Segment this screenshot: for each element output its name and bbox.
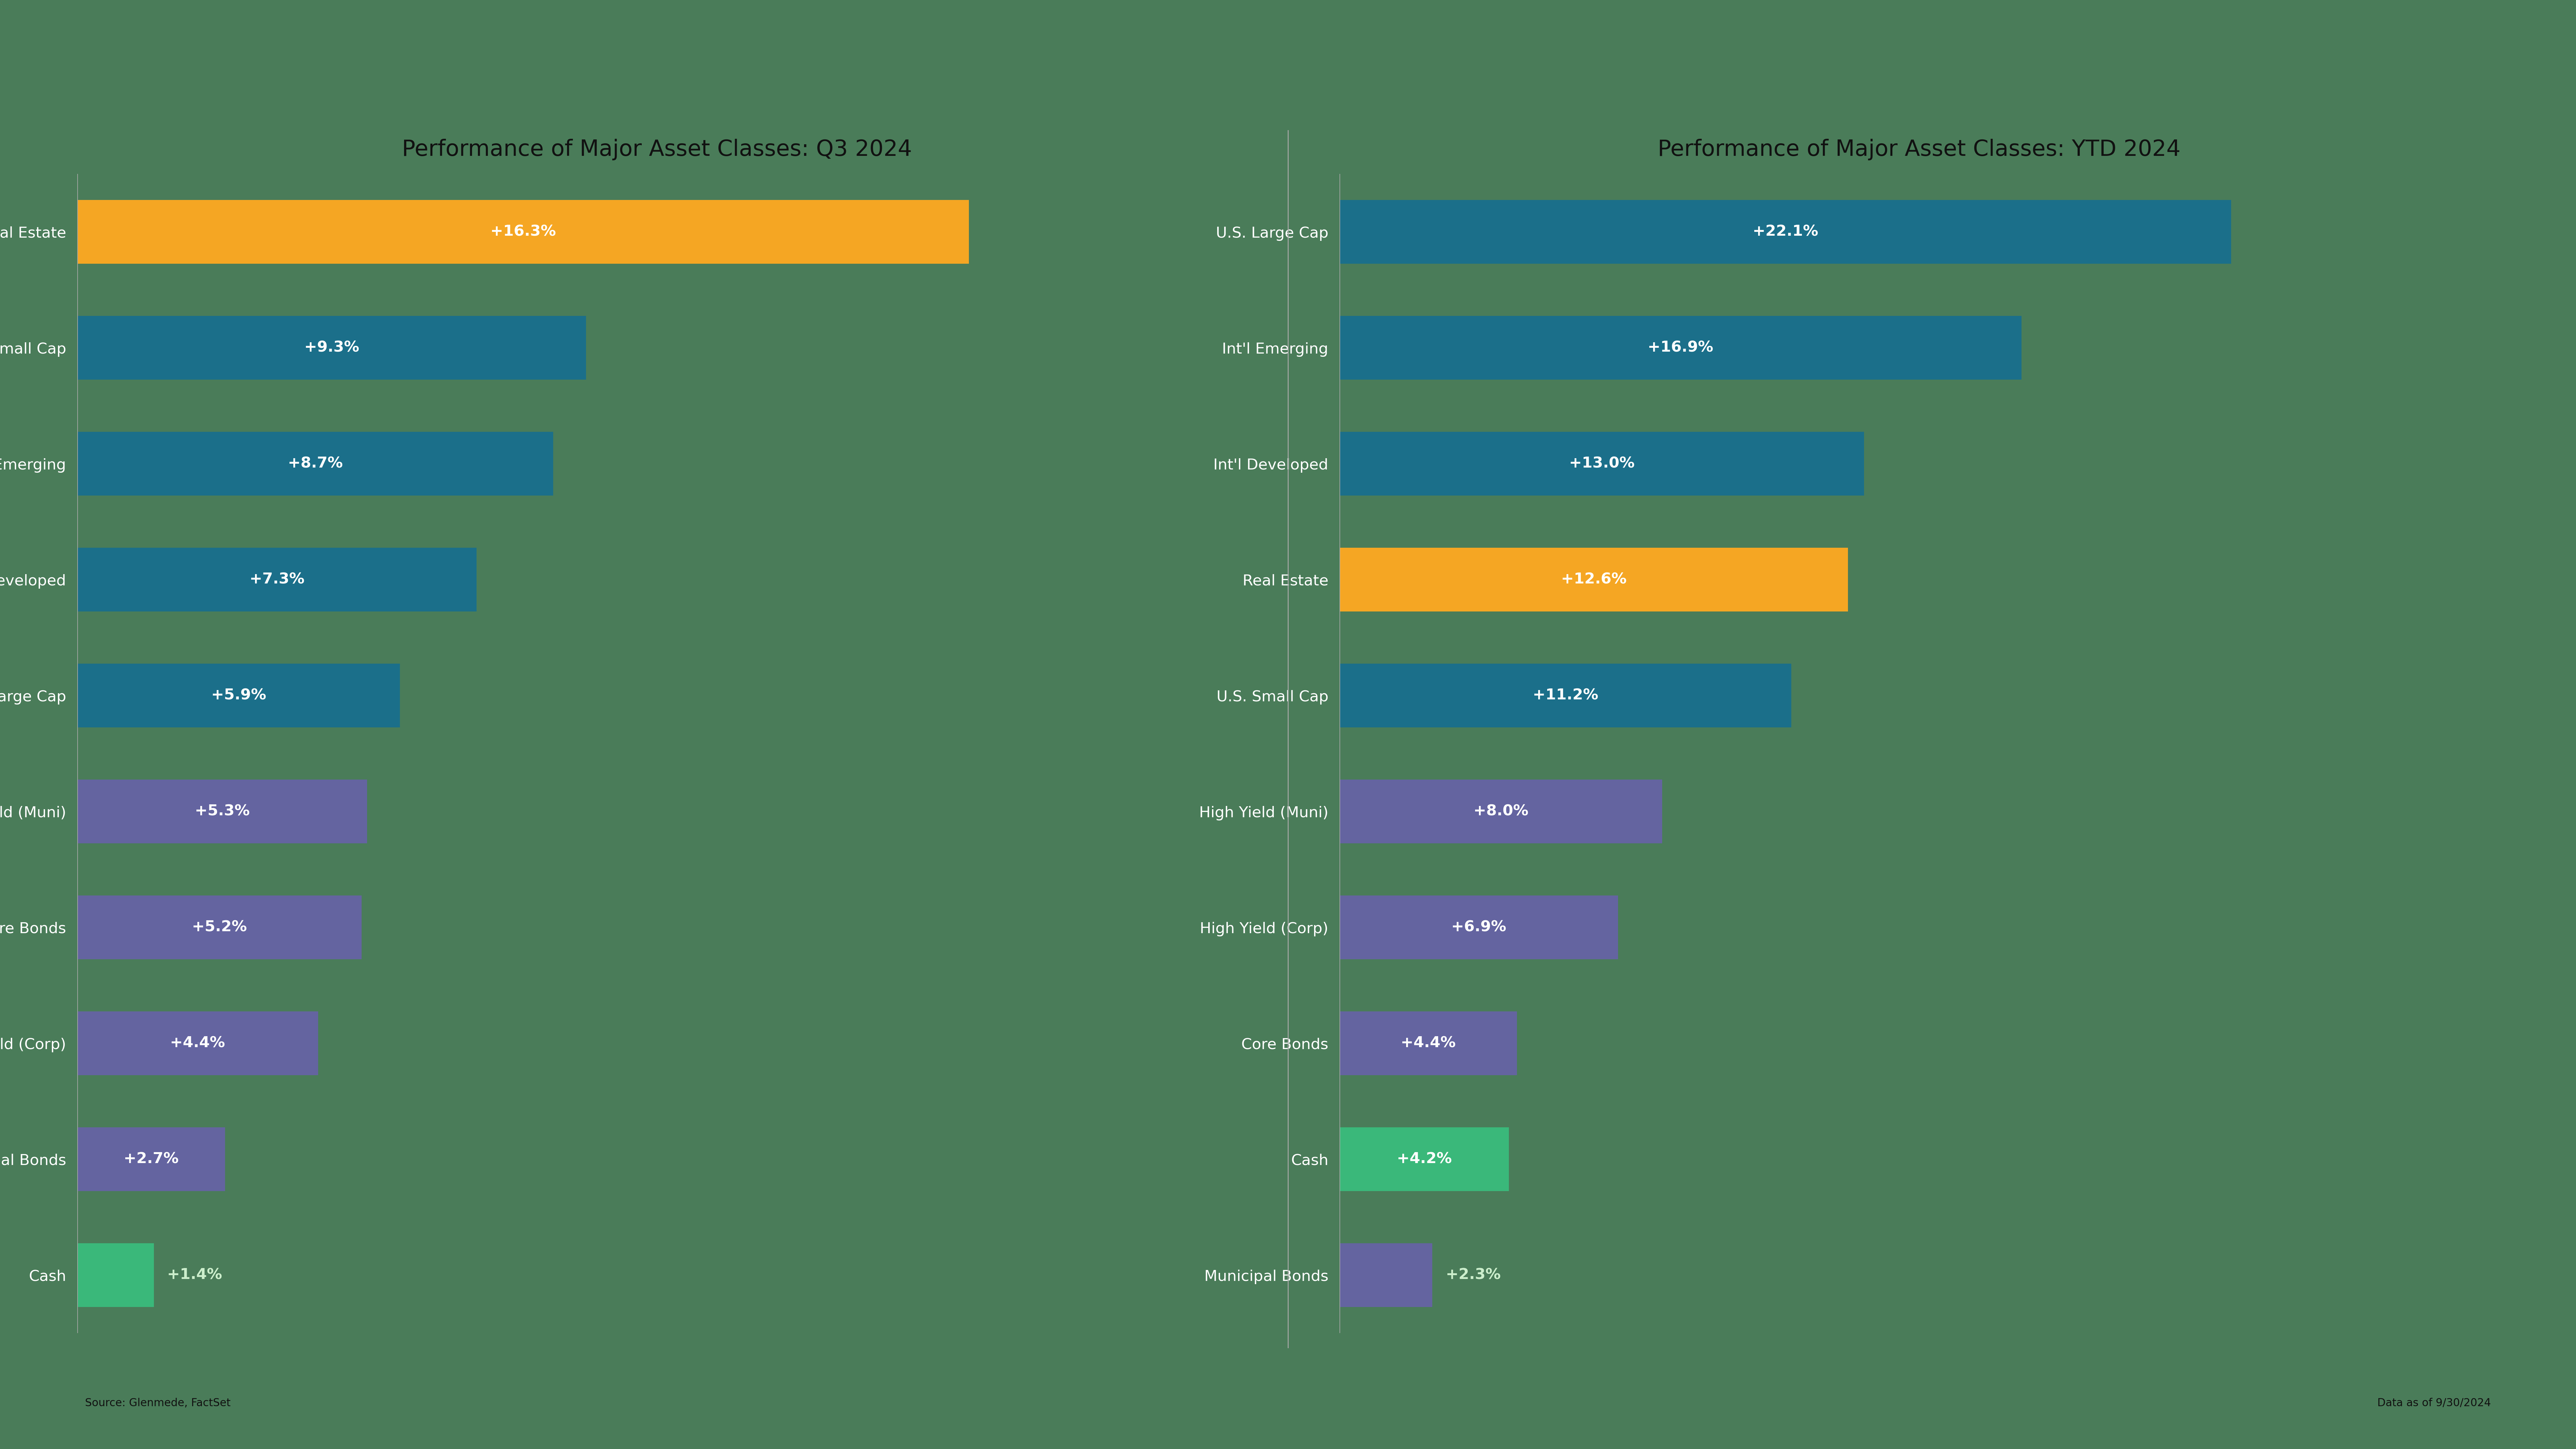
Text: +8.7%: +8.7% bbox=[289, 456, 343, 471]
Bar bbox=[77, 895, 361, 959]
Text: +4.2%: +4.2% bbox=[1396, 1152, 1453, 1166]
Bar bbox=[1340, 895, 1618, 959]
Text: +16.9%: +16.9% bbox=[1649, 341, 1713, 355]
Text: Data as of 9/30/2024: Data as of 9/30/2024 bbox=[2378, 1398, 2491, 1408]
Title: Performance of Major Asset Classes: YTD 2024: Performance of Major Asset Classes: YTD … bbox=[1659, 139, 2179, 161]
Bar bbox=[77, 200, 969, 264]
Bar bbox=[77, 1243, 155, 1307]
Text: +16.3%: +16.3% bbox=[489, 225, 556, 239]
Bar bbox=[77, 1127, 224, 1191]
Text: +6.9%: +6.9% bbox=[1450, 920, 1507, 935]
Bar bbox=[1340, 1243, 1432, 1307]
Text: +8.0%: +8.0% bbox=[1473, 804, 1528, 819]
Bar bbox=[1340, 664, 1790, 727]
Bar bbox=[1340, 200, 2231, 264]
Text: +5.9%: +5.9% bbox=[211, 688, 265, 703]
Bar bbox=[77, 780, 368, 843]
Text: +13.0%: +13.0% bbox=[1569, 456, 1636, 471]
Text: +7.3%: +7.3% bbox=[250, 572, 304, 587]
Bar bbox=[1340, 780, 1662, 843]
Bar bbox=[77, 432, 554, 496]
Bar bbox=[77, 316, 585, 380]
Text: +12.6%: +12.6% bbox=[1561, 572, 1625, 587]
Text: Source: Glenmede, FactSet: Source: Glenmede, FactSet bbox=[85, 1398, 232, 1408]
Text: +5.3%: +5.3% bbox=[196, 804, 250, 819]
Text: +2.7%: +2.7% bbox=[124, 1152, 178, 1166]
Text: +9.3%: +9.3% bbox=[304, 341, 358, 355]
Text: +2.3%: +2.3% bbox=[1445, 1268, 1502, 1282]
Title: Performance of Major Asset Classes: Q3 2024: Performance of Major Asset Classes: Q3 2… bbox=[402, 139, 912, 161]
Bar bbox=[1340, 548, 1847, 611]
Bar bbox=[77, 664, 399, 727]
Text: +4.4%: +4.4% bbox=[1401, 1036, 1455, 1051]
Text: +1.4%: +1.4% bbox=[167, 1268, 222, 1282]
Bar bbox=[1340, 432, 1865, 496]
Bar bbox=[77, 548, 477, 611]
Text: +22.1%: +22.1% bbox=[1752, 225, 1819, 239]
Bar bbox=[77, 1011, 317, 1075]
Text: +11.2%: +11.2% bbox=[1533, 688, 1597, 703]
Bar bbox=[1340, 1127, 1510, 1191]
Text: +5.2%: +5.2% bbox=[193, 920, 247, 935]
Text: +4.4%: +4.4% bbox=[170, 1036, 224, 1051]
Bar bbox=[1340, 1011, 1517, 1075]
Bar bbox=[1340, 316, 2022, 380]
